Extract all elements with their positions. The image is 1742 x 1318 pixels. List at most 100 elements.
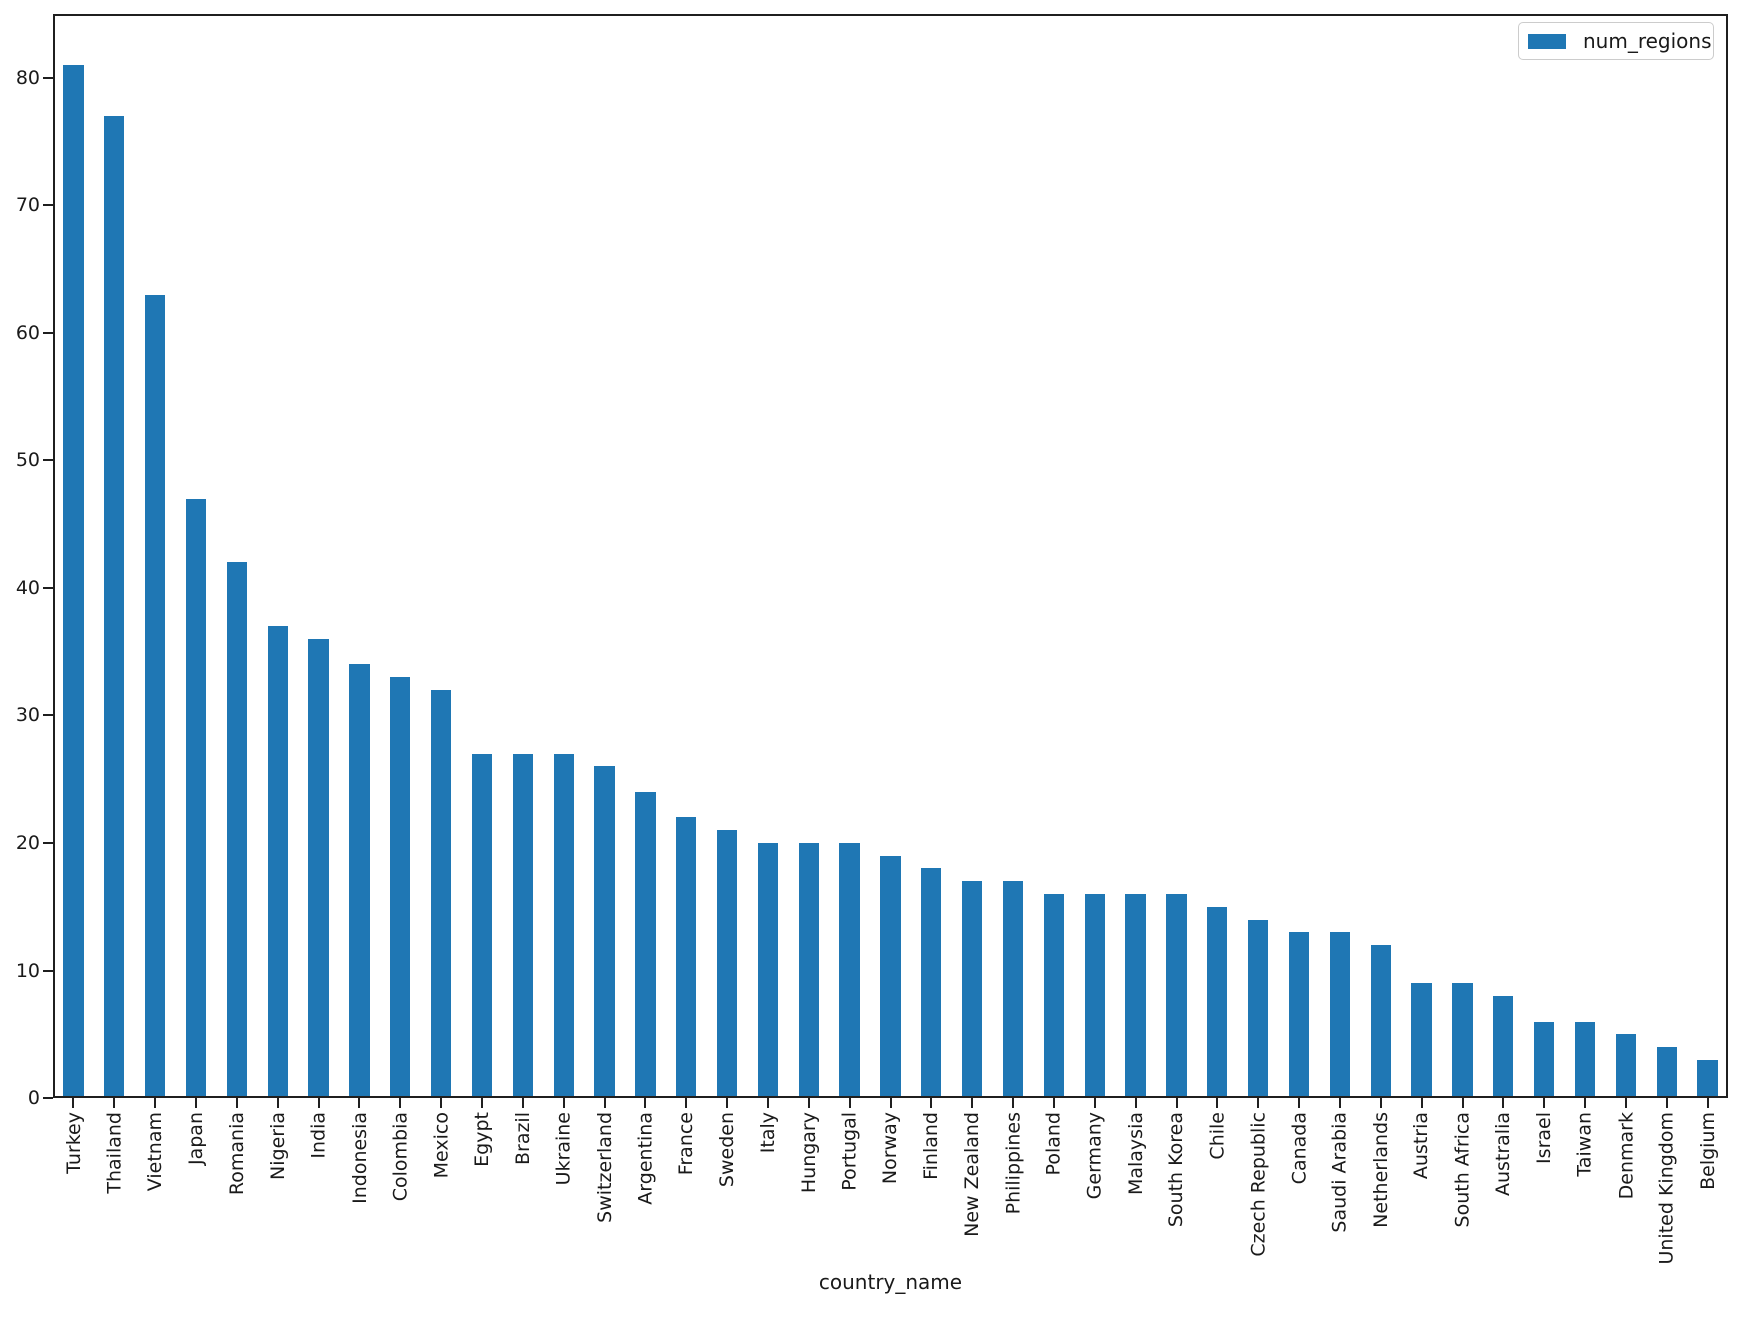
x-tick-mark [971,1098,974,1108]
y-tick-mark [43,969,53,972]
x-tick-mark [848,1098,851,1108]
bar-germany [1084,894,1105,1098]
bar-mexico [430,689,452,1098]
x-tick-mark [154,1098,157,1108]
x-tick-mark [1216,1098,1219,1108]
bar-denmark [1615,1034,1637,1098]
x-tick-mark [685,1098,688,1108]
y-tick-label: 70 [15,194,40,217]
bar-switzerland [594,766,615,1098]
y-tick-label: 40 [15,576,40,599]
x-tick-mark [317,1098,320,1108]
y-tick-mark [43,76,53,79]
x-tick-mark [603,1098,606,1108]
bar-belgium [1697,1059,1718,1098]
x-tick-mark [1461,1098,1464,1108]
bar-japan [185,498,207,1098]
bar-portugal [839,842,860,1098]
x-tick-mark [235,1098,238,1108]
y-tick-label: 50 [15,449,40,472]
bar-south-africa [1452,983,1473,1098]
x-tick-mark [1584,1098,1586,1108]
bar-malaysia [1125,894,1146,1098]
bar-colombia [390,677,411,1098]
x-tick-mark [276,1098,279,1108]
y-tick-label: 80 [15,66,40,89]
bar-norway [880,855,901,1098]
x-tick-mark [358,1098,361,1108]
bar-hungary [798,842,819,1098]
bar-czech-republic [1248,919,1269,1098]
x-tick-mark [1012,1098,1015,1108]
y-tick-mark [43,586,53,589]
x-tick-mark [1298,1098,1300,1108]
legend-label: num_regions [1583,29,1712,53]
y-tick-label: 20 [15,831,40,854]
bar-south-korea [1166,894,1187,1098]
x-tick-mark [195,1098,197,1108]
bar-sweden [716,830,738,1098]
x-tick-mark [1706,1098,1709,1108]
x-tick-mark [889,1098,892,1108]
x-tick-mark [113,1098,116,1108]
y-tick-mark [43,1097,53,1099]
x-tick-mark [399,1098,402,1108]
x-tick-mark [1134,1098,1137,1108]
y-tick-mark [43,841,53,844]
bar-saudi-arabia [1329,932,1351,1098]
bar-finland [921,868,942,1098]
bar-new-zealand [962,881,983,1098]
x-tick-mark [481,1098,483,1108]
x-tick-mark [1420,1098,1423,1108]
x-tick-mark [766,1098,769,1108]
x-tick-mark [440,1098,443,1108]
x-tick-mark [1175,1098,1178,1108]
y-tick-mark [43,204,53,207]
y-tick-label: 60 [15,321,40,344]
bar-israel [1533,1021,1555,1098]
bar-thailand [104,116,125,1098]
y-tick-mark [43,714,53,717]
bar-ukraine [553,753,574,1098]
x-tick-mark [1093,1098,1096,1108]
bar-nigeria [267,626,288,1098]
x-tick-mark [562,1098,565,1108]
bar-france [676,817,697,1098]
bar-brazil [512,753,533,1098]
bar-vietnam [144,294,166,1098]
bar-australia [1493,996,1514,1098]
bar-chile [1207,906,1228,1098]
x-tick-mark [1502,1098,1505,1108]
y-tick-label: 30 [15,704,40,727]
legend-swatch [1528,33,1566,49]
x-tick-mark [930,1098,933,1108]
x-tick-mark [1543,1098,1546,1108]
x-axis-label: country_name [818,1270,963,1294]
x-tick-mark [1052,1098,1055,1108]
bar-egypt [471,753,493,1098]
bar-india [308,638,329,1098]
bar-canada [1288,932,1310,1098]
bar-austria [1411,983,1432,1098]
bar-romania [226,562,247,1098]
bar-italy [757,842,779,1098]
x-tick-mark [1624,1098,1627,1108]
x-tick-mark [1665,1098,1668,1108]
x-tick-mark [1379,1098,1382,1108]
x-tick-mark [1257,1098,1260,1108]
y-tick-mark [43,331,53,334]
bar-indonesia [349,664,370,1098]
bar-turkey [63,65,84,1098]
y-tick-label: 10 [15,959,40,982]
x-tick-mark [807,1098,810,1108]
legend: num_regions [1518,22,1714,60]
x-tick-mark [521,1098,524,1108]
x-tick-mark [1338,1098,1341,1108]
bar-philippines [1002,881,1024,1098]
x-tick-mark [72,1098,75,1108]
bar-poland [1043,894,1065,1098]
bar-argentina [635,791,656,1098]
bar-netherlands [1370,945,1391,1098]
x-tick-mark [726,1098,729,1108]
